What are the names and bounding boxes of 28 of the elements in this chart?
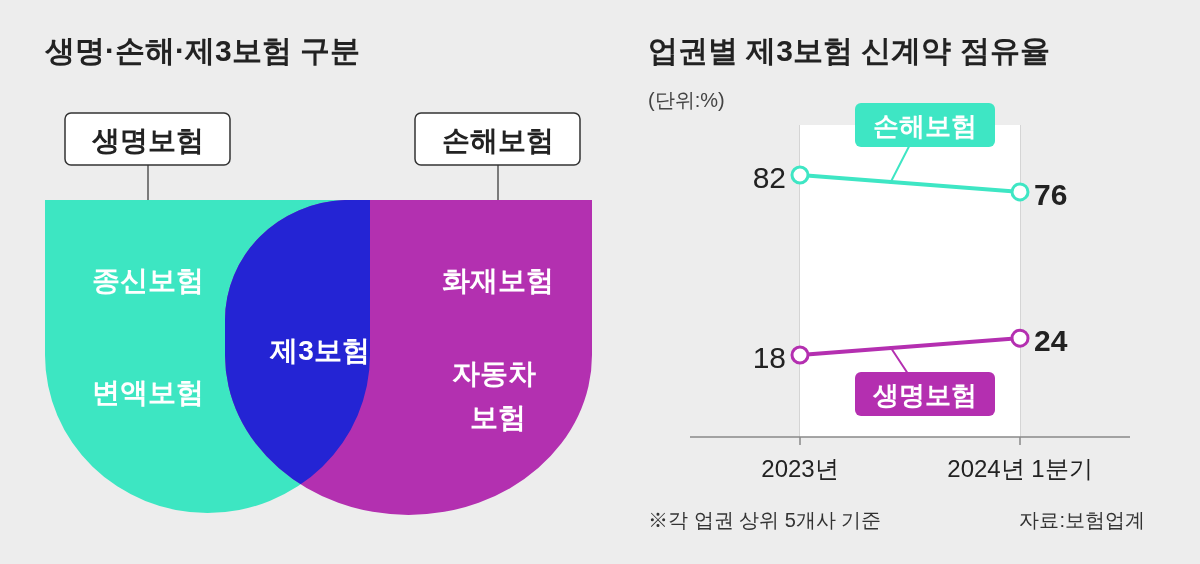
text: 종신보험 <box>92 265 204 297</box>
point: 82 <box>752 160 810 194</box>
text: 손해보험 <box>442 125 554 157</box>
point <box>790 165 810 185</box>
text: 자료:보험업계 <box>1019 509 1145 532</box>
data-label: 24 <box>1034 323 1068 357</box>
text: 생명보험 <box>91 125 204 157</box>
text: 제3보험 <box>269 335 370 367</box>
chart-subtitle: (단위:%) <box>648 89 725 112</box>
chart-title: 업권별 제3보험 신계약 점유율 <box>648 33 1050 67</box>
point <box>790 345 810 365</box>
x-tick-label: 2023년 <box>761 454 839 482</box>
text: ※각 업권 상위 5개사 기준 <box>648 509 882 532</box>
point: 76 <box>1010 177 1068 211</box>
point: 18 <box>752 340 810 374</box>
data-label: 76 <box>1034 177 1068 211</box>
text: 변액보험 <box>92 377 204 409</box>
point: 24 <box>1010 323 1068 357</box>
x-tick-label: 2024년 1분기 <box>947 454 1093 482</box>
series-label: 손해보험 <box>873 111 977 142</box>
text: 생명·손해·제3보험 구분 <box>44 33 360 67</box>
point <box>1010 182 1030 202</box>
data-label: 18 <box>752 340 786 374</box>
data-label: 82 <box>752 160 786 194</box>
point <box>1010 328 1030 348</box>
text: 자동차 보험 <box>452 358 544 433</box>
series-label: 생명보험 <box>872 380 977 411</box>
text: 화재보험 <box>442 265 554 297</box>
